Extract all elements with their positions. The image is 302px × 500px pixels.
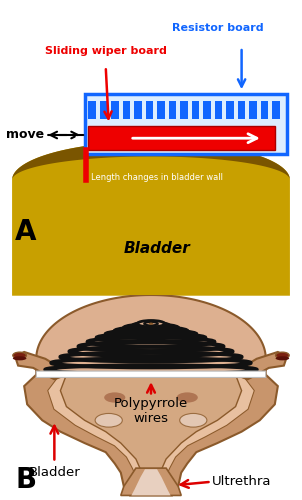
Ellipse shape <box>137 320 165 327</box>
Bar <box>85 94 287 154</box>
Polygon shape <box>15 352 66 380</box>
Bar <box>180 101 188 119</box>
Polygon shape <box>131 469 171 496</box>
Bar <box>123 101 130 119</box>
Polygon shape <box>48 374 254 490</box>
Ellipse shape <box>45 365 257 374</box>
Ellipse shape <box>144 322 158 326</box>
Ellipse shape <box>104 392 125 402</box>
Bar <box>111 101 119 119</box>
Text: Length changes in bladder wall: Length changes in bladder wall <box>91 174 223 182</box>
Bar <box>192 101 199 119</box>
Ellipse shape <box>115 327 187 335</box>
Bar <box>169 101 176 119</box>
Ellipse shape <box>60 352 242 362</box>
Bar <box>272 101 280 119</box>
Polygon shape <box>24 374 278 496</box>
Bar <box>88 126 275 150</box>
Bar <box>226 101 234 119</box>
Ellipse shape <box>69 347 233 356</box>
Ellipse shape <box>149 322 153 325</box>
Text: Polypyrrole
wires: Polypyrrole wires <box>114 397 188 425</box>
Text: Bladder: Bladder <box>124 241 191 256</box>
Text: move: move <box>6 128 44 141</box>
Bar <box>215 101 222 119</box>
Ellipse shape <box>275 352 289 358</box>
Text: A: A <box>15 218 37 246</box>
Ellipse shape <box>177 392 198 402</box>
Ellipse shape <box>275 356 289 360</box>
Bar <box>157 101 165 119</box>
Text: Ultrethra: Ultrethra <box>211 476 271 488</box>
Bar <box>134 101 142 119</box>
Ellipse shape <box>13 352 27 358</box>
Ellipse shape <box>51 358 251 368</box>
Polygon shape <box>236 352 287 380</box>
Bar <box>146 101 153 119</box>
Polygon shape <box>121 468 181 495</box>
Ellipse shape <box>124 324 178 332</box>
Polygon shape <box>12 142 290 296</box>
Ellipse shape <box>13 356 27 360</box>
Text: Bladder: Bladder <box>28 466 80 479</box>
Text: B: B <box>15 466 36 494</box>
Text: Sliding wiper board: Sliding wiper board <box>45 46 167 56</box>
FancyBboxPatch shape <box>36 371 266 378</box>
Bar <box>238 101 245 119</box>
Polygon shape <box>60 374 242 472</box>
Ellipse shape <box>97 334 205 342</box>
Ellipse shape <box>88 338 214 346</box>
Bar <box>261 101 268 119</box>
Ellipse shape <box>106 330 196 338</box>
Bar <box>203 101 211 119</box>
Ellipse shape <box>180 414 207 427</box>
Polygon shape <box>36 295 266 374</box>
Ellipse shape <box>79 342 223 351</box>
Bar <box>249 101 257 119</box>
Ellipse shape <box>133 322 169 329</box>
Bar <box>100 101 108 119</box>
Ellipse shape <box>95 414 122 427</box>
Bar <box>88 101 96 119</box>
Polygon shape <box>12 142 290 180</box>
Text: Resistor board: Resistor board <box>172 23 263 33</box>
